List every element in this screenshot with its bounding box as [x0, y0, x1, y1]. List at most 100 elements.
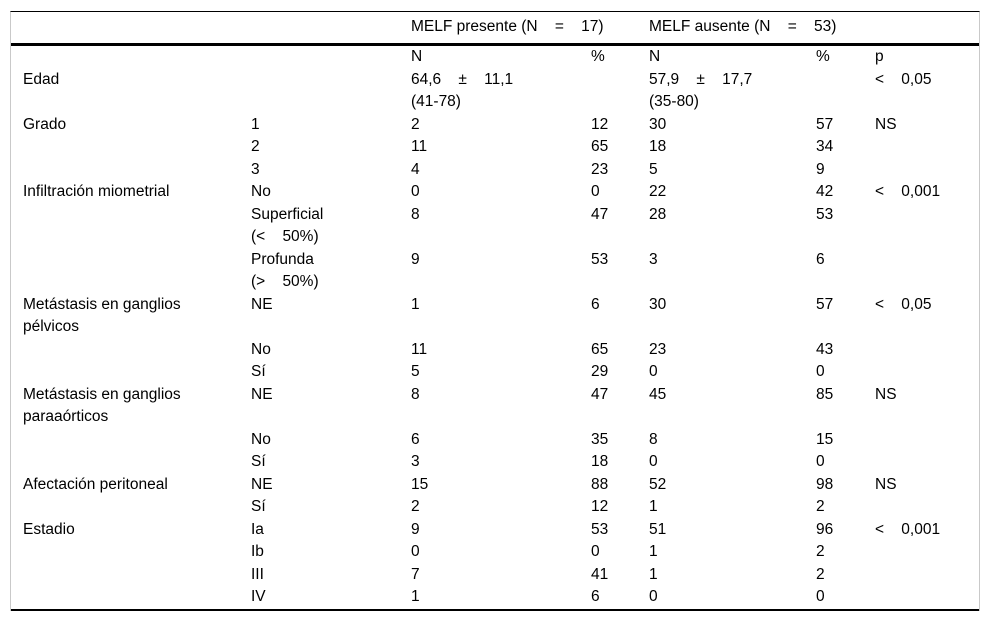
p-value-cell: < 0,05	[875, 70, 932, 88]
pct-ausente-cell: 96	[816, 520, 834, 538]
n-presente-cell: 0	[411, 183, 420, 200]
pct-ausente-cell: 0	[816, 453, 825, 470]
n-presente-cell: 3	[411, 453, 420, 470]
pct-presente-cell: 6	[591, 588, 600, 605]
table-row: 2 11 65 18 34	[11, 136, 979, 159]
table-row: Afectación peritoneal NE 15 88 52 98 NS	[11, 474, 979, 497]
n-ausente-cell: 0	[649, 453, 658, 470]
n-ausente-cell: 30	[649, 115, 667, 133]
group-header-melf-ausente: MELF ausente (N = 53)	[649, 18, 837, 36]
n-ausente-cell: 0	[649, 588, 658, 605]
pct-presente-cell: 6	[591, 295, 600, 313]
pct-presente-cell: 47	[591, 385, 609, 403]
n-presente-cell: 8	[411, 205, 420, 223]
p-value-cell: < 0,001	[875, 520, 941, 538]
category-cell: Infiltración miometrial	[23, 183, 170, 200]
n-presente-cell: 4	[411, 160, 420, 178]
n-ausente-cell: 0	[649, 363, 658, 380]
pct-ausente-cell: 2	[816, 543, 825, 560]
subcategory-cell: III	[251, 565, 264, 583]
n-presente-cell: 5	[411, 363, 420, 380]
n-presente-cell: 1	[411, 588, 420, 605]
subcategory-cell: NE	[251, 475, 273, 493]
category-cell: Grado	[23, 115, 67, 133]
pct-presente-cell: 47	[591, 205, 609, 223]
n-ausente-cell: 3	[649, 250, 658, 268]
pct-ausente-cell: 43	[816, 340, 834, 358]
n-presente-cell: 2	[411, 115, 420, 133]
category-cell: Metástasis en ganglios pélvicos	[23, 295, 181, 336]
pct-ausente-cell: 42	[816, 183, 834, 200]
pct-presente-cell: 65	[591, 138, 609, 155]
pct-presente-cell: 29	[591, 363, 609, 380]
subcategory-cell: 2	[251, 138, 260, 155]
n-ausente-cell: 57,9 ± 17,7 (35-80)	[649, 70, 753, 111]
pct-presente-cell: 53	[591, 250, 609, 268]
p-value-cell: NS	[875, 115, 897, 133]
n-ausente-cell: 1	[649, 565, 658, 583]
column-header-n-ausente: N	[649, 48, 661, 65]
n-presente-cell: 9	[411, 250, 420, 268]
column-header-n-presente: N	[411, 48, 423, 65]
n-ausente-cell: 22	[649, 183, 667, 200]
table-row: No 6 35 8 15	[11, 429, 979, 452]
table-row: Sí 5 29 0 0	[11, 361, 979, 384]
group-header-row: MELF presente (N = 17) MELF ausente (N =…	[11, 12, 979, 46]
n-presente-cell: 2	[411, 498, 420, 515]
n-ausente-cell: 51	[649, 520, 667, 538]
subcategory-cell: Sí	[251, 363, 266, 380]
table-row: Edad 64,6 ± 11,1 (41-78) 57,9 ± 17,7 (35…	[11, 69, 979, 114]
pct-ausente-cell: 85	[816, 385, 834, 403]
table-row: Metástasis en ganglios pélvicos NE 1 6 3…	[11, 294, 979, 339]
column-header-p: p	[875, 48, 884, 65]
column-header-pct-ausente: %	[816, 48, 830, 65]
n-presente-cell: 7	[411, 565, 420, 583]
table-row: Metástasis en ganglios paraaórticos NE 8…	[11, 384, 979, 429]
category-cell: Metástasis en ganglios paraaórticos	[23, 385, 181, 426]
column-header-row: N % N % p	[11, 46, 979, 69]
group-header-melf-presente: MELF presente (N = 17)	[411, 18, 604, 36]
pct-presente-cell: 23	[591, 160, 609, 178]
subcategory-cell: Sí	[251, 453, 266, 470]
pct-presente-cell: 65	[591, 340, 609, 358]
table-row: Sí 3 18 0 0	[11, 451, 979, 474]
table-row: III 7 41 1 2	[11, 564, 979, 587]
category-cell: Edad	[23, 70, 60, 88]
n-presente-cell: 15	[411, 475, 429, 493]
pct-presente-cell: 18	[591, 453, 609, 470]
n-ausente-cell: 8	[649, 430, 658, 448]
subcategory-cell: No	[251, 430, 271, 448]
table-row: Ib 0 0 1 2	[11, 541, 979, 564]
pct-ausente-cell: 2	[816, 565, 825, 583]
p-value-cell: < 0,05	[875, 295, 932, 313]
comparison-table: MELF presente (N = 17) MELF ausente (N =…	[10, 11, 980, 611]
table-row: Estadio Ia 9 53 51 96 < 0,001	[11, 519, 979, 542]
pct-ausente-cell: 15	[816, 430, 834, 448]
n-ausente-cell: 1	[649, 498, 658, 515]
pct-presente-cell: 12	[591, 115, 609, 133]
n-ausente-cell: 18	[649, 138, 667, 155]
subcategory-cell: Sí	[251, 498, 266, 515]
n-presente-cell: 1	[411, 295, 420, 313]
n-ausente-cell: 23	[649, 340, 667, 358]
n-ausente-cell: 28	[649, 205, 667, 223]
table-row: No 11 65 23 43	[11, 339, 979, 362]
n-presente-cell: 11	[411, 340, 428, 358]
table-row: Sí 2 12 1 2	[11, 496, 979, 519]
subcategory-cell: No	[251, 183, 271, 200]
n-ausente-cell: 45	[649, 385, 667, 403]
pct-ausente-cell: 34	[816, 138, 834, 155]
pct-ausente-cell: 57	[816, 115, 834, 133]
pct-ausente-cell: 57	[816, 295, 834, 313]
pct-presente-cell: 0	[591, 543, 600, 560]
n-presente-cell: 9	[411, 520, 420, 538]
p-value-cell: NS	[875, 385, 897, 403]
table-row: Infiltración miometrial No 0 0 22 42 < 0…	[11, 181, 979, 204]
p-value-cell: < 0,001	[875, 183, 941, 200]
n-ausente-cell: 1	[649, 543, 658, 560]
table-row: Superficial (< 50%) 8 47 28 53	[11, 204, 979, 249]
pct-presente-cell: 0	[591, 183, 600, 200]
table-row: 3 4 23 5 9	[11, 159, 979, 182]
table-row: Profunda (> 50%) 9 53 3 6	[11, 249, 979, 294]
n-ausente-cell: 30	[649, 295, 667, 313]
